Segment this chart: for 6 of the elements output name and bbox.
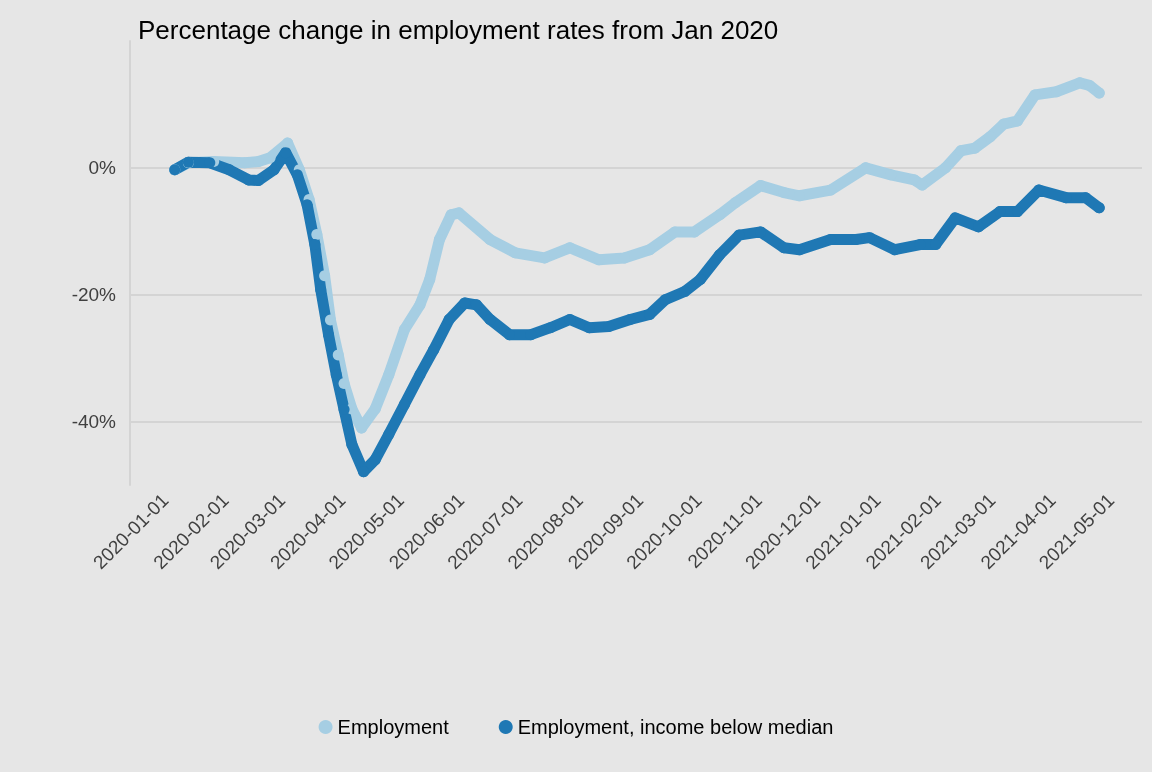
legend-label: Employment [337,716,450,738]
y-tick-label: 0% [88,157,117,179]
y-tick-label: -40% [71,411,117,433]
legend-label: Employment, income below median [517,716,834,738]
chart-title: Percentage change in employment rates from Jan 2020 [138,15,779,45]
y-tick-label: -20% [71,284,117,306]
